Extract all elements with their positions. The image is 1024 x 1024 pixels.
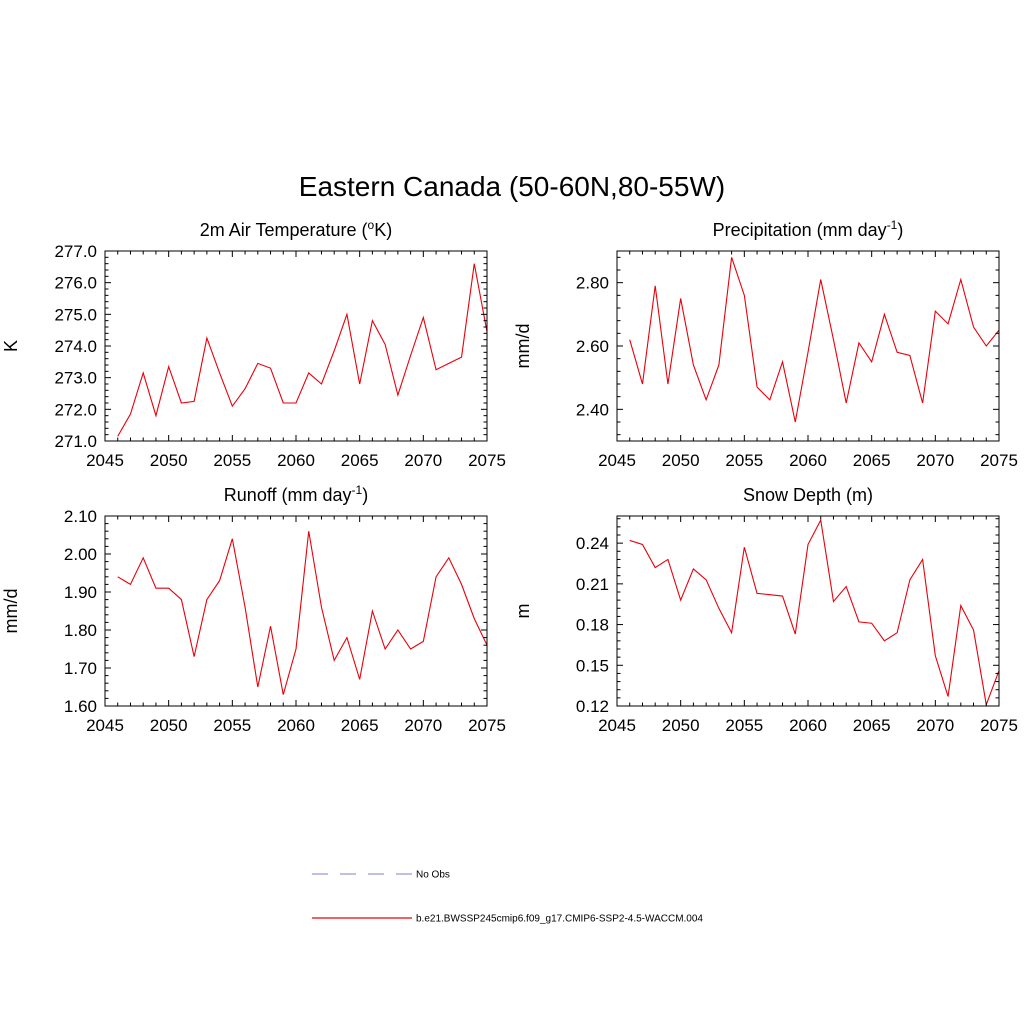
x-tick-label: 2060 (277, 451, 315, 470)
y-axis-label: m (513, 604, 533, 619)
panel-2: Precipitation (mm day-1) 2045 2050 2055 2060… (513, 218, 1018, 470)
y-tick-label: 2.80 (576, 274, 609, 293)
panel-title: Runoff (mm day-1) (224, 483, 368, 505)
x-tick-label: 2045 (598, 451, 636, 470)
y-tick-label: 271.0 (54, 432, 97, 451)
y-tick-label: 1.80 (64, 621, 97, 640)
data-line (117, 531, 488, 695)
x-tick-label: 2060 (277, 716, 315, 735)
panel-title-tail: ) (362, 485, 368, 505)
panel-title: Snow Depth (m) (743, 485, 873, 505)
x-tick-label: 2065 (853, 716, 891, 735)
plot-frame (616, 250, 1000, 442)
x-tick-label: 2055 (213, 716, 251, 735)
x-tick-label: 2050 (150, 716, 188, 735)
panel-4: Snow Depth (m) 2045 2050 2055 2060 2065 2070 20… (513, 485, 1018, 735)
plot-frame (104, 250, 488, 442)
x-tick-label: 2050 (150, 451, 188, 470)
figure-title: Eastern Canada (50-60N,80-55W) (299, 171, 725, 202)
y-axis-label: K (1, 340, 21, 352)
y-tick-label: 1.60 (64, 697, 97, 716)
x-tick-label: 2070 (916, 716, 954, 735)
x-tick-label: 2065 (853, 451, 891, 470)
data-line (117, 263, 488, 437)
legend: No Obs b.e21.BWSSP245cmip6.f09_g17.CMIP6… (312, 870, 703, 925)
legend-model-label: b.e21.BWSSP245cmip6.f09_g17.CMIP6-SSP2-4… (416, 914, 703, 925)
y-axis-label: mm/d (1, 589, 21, 634)
x-tick-label: 2060 (789, 716, 827, 735)
data-line (629, 257, 1000, 423)
x-tick-label: 2045 (598, 716, 636, 735)
x-tick-label: 2055 (725, 451, 763, 470)
y-tick-label: 275.0 (54, 305, 97, 324)
x-tick-label: 2075 (468, 451, 506, 470)
y-tick-label: 0.18 (576, 616, 609, 635)
y-tick-label: 2.40 (576, 400, 609, 419)
panels-group: 2m Air Temperature (oK)2045 2050 2055 2060 2… (1, 218, 1018, 735)
x-tick-label: 2065 (341, 451, 379, 470)
panel-title-main: Snow Depth (m) (743, 485, 873, 505)
x-tick-label: 2055 (725, 716, 763, 735)
panel-title-superscript: -1 (887, 218, 898, 232)
x-tick-label: 2060 (789, 451, 827, 470)
y-axis-label: mm/d (513, 324, 533, 369)
x-tick-label: 2070 (916, 451, 954, 470)
y-tick-label: 1.70 (64, 659, 97, 678)
y-tick-label: 0.12 (576, 697, 609, 716)
x-tick-label: 2075 (980, 451, 1018, 470)
y-tick-label: 0.24 (576, 534, 609, 553)
x-tick-label: 2055 (213, 451, 251, 470)
y-tick-label: 272.0 (54, 400, 97, 419)
x-tick-label: 2050 (662, 451, 700, 470)
panel-title-superscript: o (368, 218, 375, 232)
x-tick-label: 2050 (662, 716, 700, 735)
panel-1: 2m Air Temperature (oK) 2045 2050 2055 2060 2… (1, 218, 506, 470)
panel-title-main: Precipitation (mm day (713, 220, 887, 240)
y-tick-label: 276.0 (54, 274, 97, 293)
panel-title: Precipitation (mm day-1) (713, 218, 904, 240)
panel-title: 2m Air Temperature (oK) (200, 218, 392, 240)
x-tick-label: 2070 (404, 716, 442, 735)
x-tick-label: 2065 (341, 716, 379, 735)
x-tick-label: 2045 (86, 451, 124, 470)
y-tick-label: 1.90 (64, 583, 97, 602)
data-line (629, 518, 1000, 707)
panel-title-main: 2m Air Temperature ( (200, 220, 368, 240)
x-tick-label: 2045 (86, 716, 124, 735)
panel-title-superscript: -1 (352, 483, 363, 497)
y-tick-label: 274.0 (54, 337, 97, 356)
y-tick-label: 2.60 (576, 337, 609, 356)
x-tick-label: 2075 (468, 716, 506, 735)
legend-obs-label: No Obs (416, 870, 450, 881)
y-tick-label: 277.0 (54, 242, 97, 261)
panel-3: Runoff (mm day-1) 2045 2050 2055 2060 2065 207… (1, 483, 506, 735)
y-tick-label: 2.00 (64, 545, 97, 564)
y-tick-label: 0.21 (576, 575, 609, 594)
panel-title-main: Runoff (mm day (224, 485, 352, 505)
panel-title-tail: ) (897, 220, 903, 240)
x-tick-label: 2070 (404, 451, 442, 470)
x-tick-label: 2075 (980, 716, 1018, 735)
y-tick-label: 2.10 (64, 507, 97, 526)
y-tick-label: 273.0 (54, 369, 97, 388)
y-tick-label: 0.15 (576, 656, 609, 675)
panel-title-tail: K) (374, 220, 392, 240)
